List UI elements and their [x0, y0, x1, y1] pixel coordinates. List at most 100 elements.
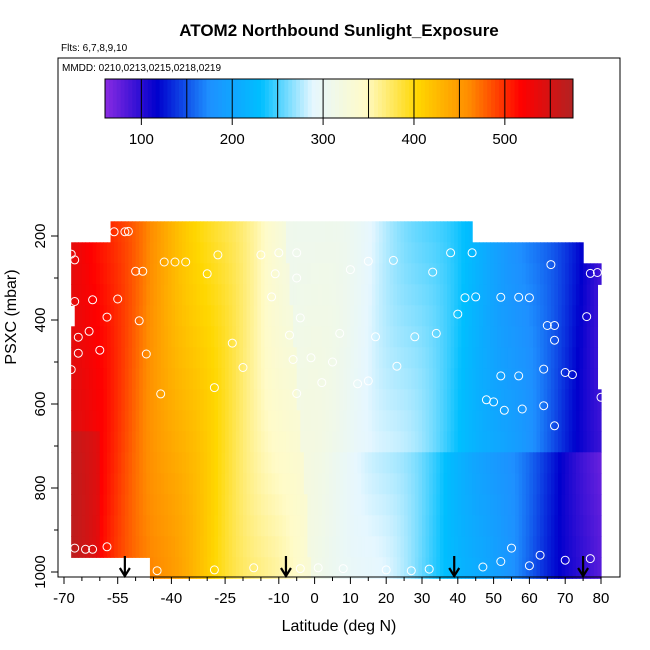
heatmap-cell — [321, 305, 326, 327]
heatmap-cell — [189, 473, 194, 495]
heatmap-cell — [85, 368, 90, 390]
heatmap-cell — [106, 368, 112, 390]
heatmap-cell — [522, 452, 527, 474]
heatmap-cell — [296, 368, 301, 390]
heatmap-cell — [282, 536, 287, 558]
heatmap-cell — [364, 452, 369, 474]
heatmap-cell — [550, 263, 556, 285]
sample-point — [170, 257, 180, 267]
colorbar-swatch — [331, 79, 336, 118]
heatmap-cell — [579, 389, 584, 411]
heatmap-cell — [117, 263, 122, 285]
heatmap-cell — [92, 389, 97, 411]
heatmap-cell — [78, 326, 83, 348]
heatmap-cell — [203, 515, 208, 537]
heatmap-cell — [243, 389, 248, 411]
heatmap-cell — [353, 536, 359, 558]
heatmap-cell — [593, 431, 599, 453]
heatmap-cell — [81, 263, 87, 285]
heatmap-cell — [164, 473, 169, 495]
heatmap-cell — [178, 242, 183, 264]
heatmap-cell — [124, 536, 130, 558]
heatmap-cell — [275, 221, 280, 243]
heatmap-cell — [418, 557, 423, 579]
heatmap-cell — [189, 494, 194, 516]
heatmap-cell — [593, 347, 599, 369]
heatmap-cell — [110, 221, 115, 243]
heatmap-cell — [178, 557, 183, 579]
heatmap-cell — [289, 410, 294, 432]
heatmap-cell — [486, 494, 491, 516]
heatmap-cell — [185, 410, 190, 432]
colorbar-swatch — [276, 79, 281, 118]
heatmap-cell — [500, 305, 505, 327]
heatmap-cell — [572, 242, 577, 264]
heatmap-cell — [311, 326, 316, 348]
heatmap-cell — [217, 242, 223, 264]
heatmap-cell — [457, 368, 462, 390]
heatmap-cell — [185, 347, 190, 369]
heatmap-cell — [128, 536, 133, 558]
heatmap-cell — [139, 515, 144, 537]
heatmap-cell — [457, 242, 462, 264]
heatmap-cell — [375, 284, 380, 306]
heatmap-cell — [200, 536, 205, 558]
heatmap-cell — [379, 452, 384, 474]
colorbar-swatch — [144, 79, 149, 118]
heatmap-cell — [565, 284, 570, 306]
heatmap-cell — [81, 536, 87, 558]
heatmap-cell — [396, 515, 402, 537]
heatmap-cell — [89, 284, 94, 306]
heatmap-cell — [515, 515, 520, 537]
heatmap-cell — [447, 410, 452, 432]
sample-point — [539, 401, 549, 411]
sample-point — [134, 316, 144, 326]
heatmap-cell — [497, 347, 502, 369]
heatmap-cell — [128, 473, 133, 495]
x-tick-label: 60 — [521, 590, 538, 607]
heatmap-cell — [232, 305, 237, 327]
heatmap-cell — [575, 452, 581, 474]
sample-point — [535, 550, 545, 560]
sample-point — [292, 389, 302, 398]
heatmap-cell — [260, 326, 266, 348]
heatmap-cell — [293, 326, 298, 348]
heatmap-cell — [303, 389, 309, 411]
sample-point — [431, 328, 441, 338]
heatmap-cell — [160, 452, 165, 474]
heatmap-cell — [586, 452, 591, 474]
heatmap-cell — [579, 452, 584, 474]
heatmap-cell — [178, 347, 183, 369]
heatmap-cell — [257, 557, 262, 579]
heatmap-cell — [81, 242, 87, 264]
heatmap-cell — [468, 473, 473, 495]
heatmap-cell — [500, 431, 505, 453]
heatmap-cell — [418, 347, 423, 369]
heatmap-cell — [418, 515, 423, 537]
heatmap-cell — [106, 242, 112, 264]
heatmap-cell — [490, 515, 495, 537]
heatmap-cell — [203, 536, 208, 558]
heatmap-cell — [575, 347, 581, 369]
heatmap-cell — [243, 515, 248, 537]
heatmap-cell — [429, 431, 434, 453]
heatmap-cell — [479, 557, 484, 579]
heatmap-cell — [149, 494, 155, 516]
heatmap-cell — [475, 515, 480, 537]
heatmap-cell — [586, 557, 591, 579]
heatmap-cell — [225, 326, 230, 348]
heatmap-cell — [490, 557, 495, 579]
heatmap-cell — [525, 305, 530, 327]
heatmap-cell — [429, 263, 434, 285]
heatmap-cell — [328, 389, 334, 411]
colorbar-swatch — [206, 79, 211, 118]
heatmap-cell — [418, 305, 423, 327]
heatmap-cell — [135, 410, 140, 432]
heatmap-cell — [164, 410, 169, 432]
heatmap-cell — [128, 431, 133, 453]
heatmap-cell — [432, 536, 437, 558]
heatmap-cell — [472, 557, 477, 579]
heatmap-cell — [425, 557, 430, 579]
heatmap-cell — [124, 473, 130, 495]
heatmap-cell — [518, 305, 523, 327]
